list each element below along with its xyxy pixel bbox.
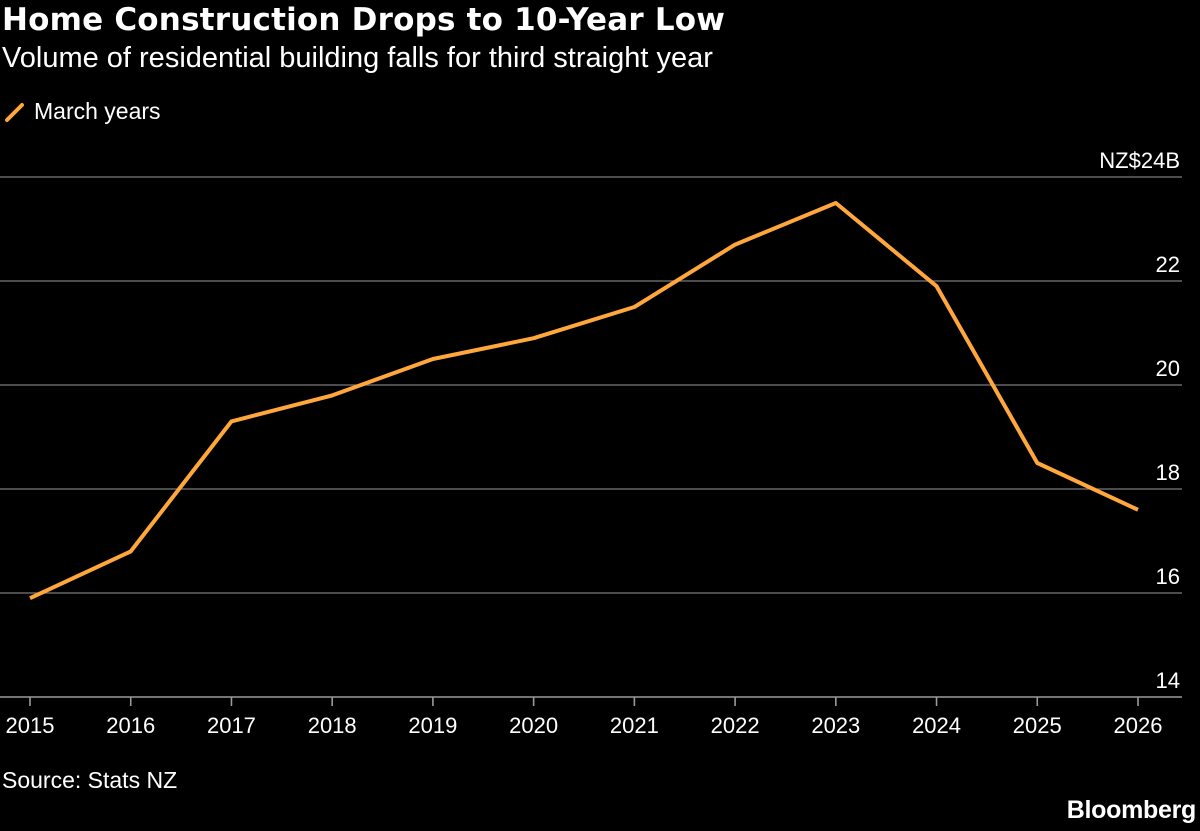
chart-subtitle: Volume of residential building falls for… [2, 42, 713, 74]
x-tick-label: 2018 [308, 713, 357, 738]
x-tick-label: 2024 [912, 713, 961, 738]
x-tick-label: 2026 [1114, 713, 1163, 738]
x-tick-label: 2020 [509, 713, 558, 738]
chart-title: Home Construction Drops to 10-Year Low [2, 2, 726, 38]
y-tick-label: NZ$24B [1099, 148, 1180, 173]
x-tick-label: 2021 [610, 713, 659, 738]
x-tick-label: 2015 [6, 713, 55, 738]
x-tick-label: 2016 [106, 713, 155, 738]
y-tick-label: 14 [1156, 668, 1180, 693]
y-tick-label: 16 [1156, 564, 1180, 589]
x-tick-label: 2017 [207, 713, 256, 738]
y-tick-label: 20 [1156, 356, 1180, 381]
y-tick-label: 18 [1156, 460, 1180, 485]
source-note: Source: Stats NZ [2, 767, 178, 793]
legend-swatch-icon [5, 102, 24, 122]
bloomberg-logo: Bloomberg [1066, 796, 1197, 824]
legend-label: March years [34, 98, 161, 124]
x-tick-label: 2025 [1013, 713, 1062, 738]
y-tick-label: 22 [1156, 252, 1180, 277]
x-tick-label: 2022 [711, 713, 760, 738]
x-tick-label: 2019 [408, 713, 457, 738]
legend: March years [4, 98, 161, 125]
x-tick-label: 2023 [811, 713, 860, 738]
series-line [29, 201, 1139, 601]
